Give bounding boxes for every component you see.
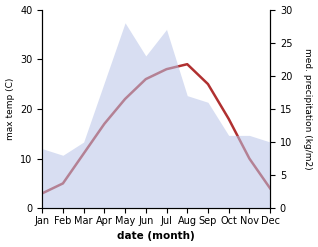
Y-axis label: max temp (C): max temp (C) [5,78,15,140]
X-axis label: date (month): date (month) [117,231,195,242]
Y-axis label: med. precipitation (kg/m2): med. precipitation (kg/m2) [303,48,313,170]
